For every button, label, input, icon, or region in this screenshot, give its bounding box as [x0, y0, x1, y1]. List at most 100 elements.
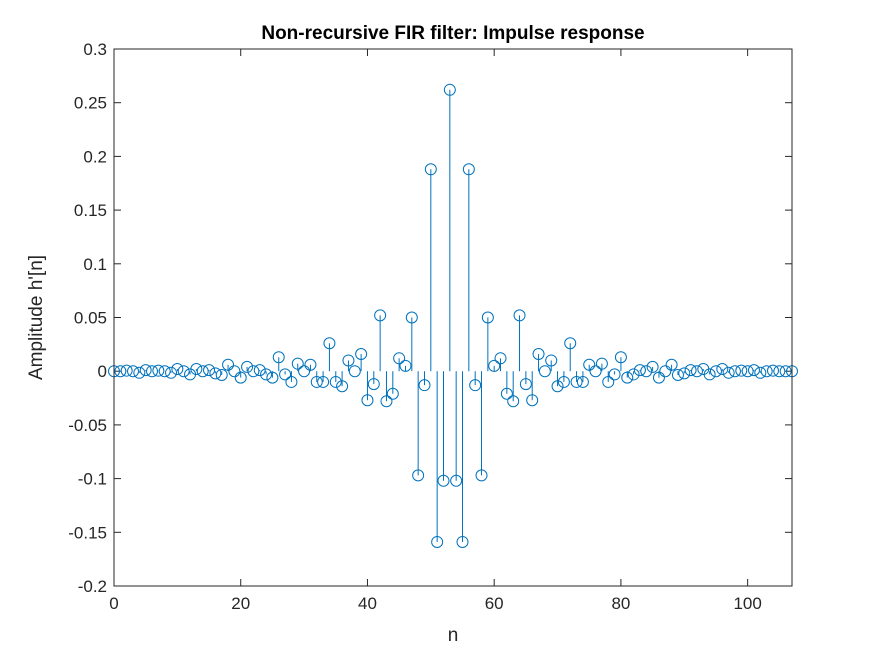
- y-tick-label: 0: [98, 362, 107, 381]
- stem-marker: [450, 474, 463, 487]
- stem-marker: [557, 375, 570, 388]
- stem-marker: [323, 337, 336, 350]
- stem-marker: [608, 368, 621, 381]
- stem-marker: [526, 394, 539, 407]
- stem-marker: [589, 365, 602, 378]
- stem-marker: [602, 375, 615, 388]
- stem-marker: [304, 358, 317, 371]
- stem-marker: [640, 365, 653, 378]
- stem-marker: [367, 378, 380, 391]
- axes-box: [113, 48, 793, 587]
- stem-marker: [342, 354, 355, 367]
- stem-marker: [773, 365, 786, 378]
- stem-marker: [355, 348, 368, 361]
- stem-marker: [519, 378, 532, 391]
- stem-marker: [690, 365, 703, 378]
- stem-marker: [481, 311, 494, 324]
- stem-marker: [671, 368, 684, 381]
- stem-marker: [614, 351, 627, 364]
- stem-marker: [564, 337, 577, 350]
- stem-marker: [272, 351, 285, 364]
- stem-marker: [139, 364, 152, 377]
- stem-marker: [665, 358, 678, 371]
- stem-marker: [500, 387, 513, 400]
- stem-marker: [684, 364, 697, 377]
- stem-marker: [437, 474, 450, 487]
- stem-marker: [760, 365, 773, 378]
- stem-marker: [469, 379, 482, 392]
- stem-marker: [190, 363, 203, 376]
- stem-marker: [203, 364, 216, 377]
- x-axis-label: n: [448, 625, 459, 646]
- y-tick-label: 0.25: [74, 94, 107, 113]
- y-tick-label: -0.1: [78, 470, 107, 489]
- stem-marker: [215, 368, 228, 381]
- stem-marker: [266, 371, 279, 384]
- stem-marker: [551, 380, 564, 393]
- stem-marker: [576, 375, 589, 388]
- stem-marker: [678, 367, 691, 380]
- y-tick-label: 0.2: [83, 147, 107, 166]
- stem-marker: [494, 352, 507, 365]
- stem-marker: [386, 387, 399, 400]
- stem-marker: [165, 366, 178, 379]
- stem-marker: [171, 363, 184, 376]
- stem-marker: [747, 364, 760, 377]
- stem-marker: [532, 348, 545, 361]
- stem-marker: [595, 357, 608, 370]
- stem-marker: [260, 368, 273, 381]
- stem-marker: [488, 359, 501, 372]
- stem-marker: [633, 364, 646, 377]
- data-stems: [126, 89, 774, 542]
- chart-title: Non-recursive FIR filter: Impulse respon…: [261, 23, 644, 44]
- data-markers: [108, 83, 798, 548]
- x-tick-label: 40: [358, 594, 377, 613]
- stem-marker: [735, 364, 748, 377]
- stem-marker: [374, 309, 387, 322]
- stem-marker: [754, 366, 767, 379]
- stem-marker: [538, 365, 551, 378]
- stem-marker: [507, 395, 520, 408]
- stem-marker: [424, 163, 437, 176]
- stem-marker: [659, 365, 672, 378]
- stem-marker: [336, 380, 349, 393]
- stem-marker: [146, 365, 159, 378]
- stem-marker: [234, 371, 247, 384]
- stem-marker: [348, 365, 361, 378]
- stem-marker: [570, 375, 583, 388]
- stem-marker: [399, 359, 412, 372]
- y-tick-label: -0.15: [68, 523, 107, 542]
- stem-marker: [728, 365, 741, 378]
- stem-marker: [393, 352, 406, 365]
- stem-marker: [361, 394, 374, 407]
- stem-marker: [152, 364, 165, 377]
- stem-marker: [766, 364, 779, 377]
- x-tick-label: 60: [485, 594, 504, 613]
- stem-marker: [621, 371, 634, 384]
- stem-marker: [646, 360, 659, 373]
- stem-marker: [329, 375, 342, 388]
- stem-marker: [228, 365, 241, 378]
- x-tick-label: 0: [109, 594, 118, 613]
- stem-marker: [716, 363, 729, 376]
- x-tick-label: 80: [611, 594, 630, 613]
- stem-marker: [196, 365, 209, 378]
- x-tick-label: 20: [231, 594, 250, 613]
- stem-marker: [412, 469, 425, 482]
- y-tick-label: 0.05: [74, 309, 107, 328]
- stem-marker: [652, 371, 665, 384]
- stem-marker: [247, 365, 260, 378]
- stem-marker: [120, 364, 133, 377]
- y-tick-label: -0.05: [68, 416, 107, 435]
- stem-marker: [114, 365, 127, 378]
- stem-marker: [241, 360, 254, 373]
- stem-marker: [709, 365, 722, 378]
- stem-marker: [741, 365, 754, 378]
- stem-marker: [418, 379, 431, 392]
- stem-marker: [133, 366, 146, 379]
- stem-marker: [285, 375, 298, 388]
- stem-marker: [583, 358, 596, 371]
- stem-marker: [627, 368, 640, 381]
- y-tick-label: 0.3: [83, 40, 107, 59]
